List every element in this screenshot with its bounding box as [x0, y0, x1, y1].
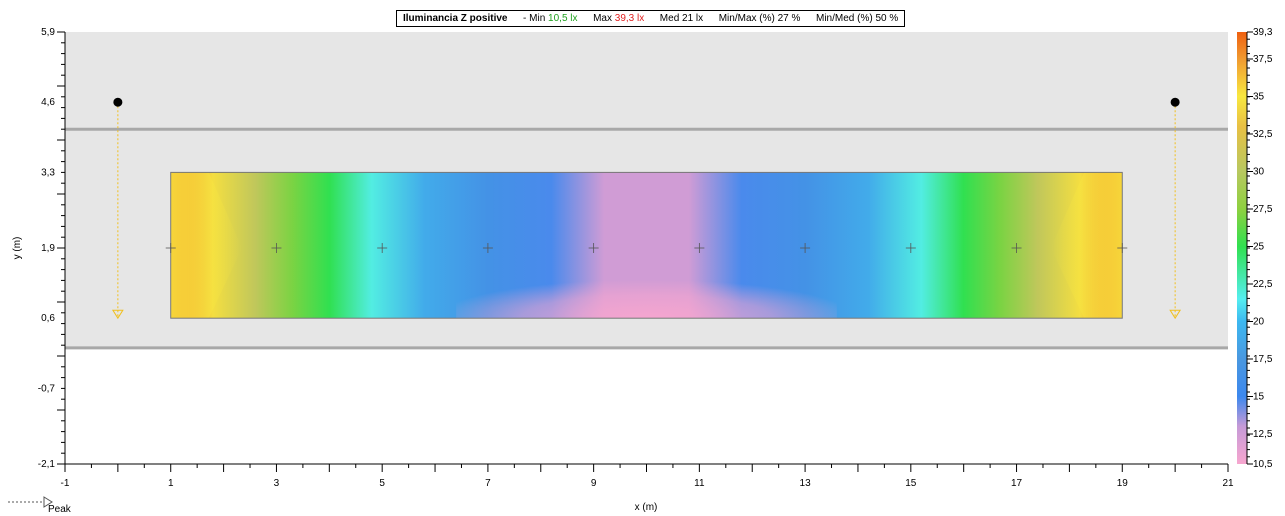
colorbar-tick-label: 10,5 [1253, 459, 1273, 470]
peak-legend-arrow-icon [43, 496, 53, 508]
chart-title: Iluminancia Z positive [403, 13, 508, 24]
x-tick-label: 3 [274, 478, 280, 489]
med-value: 21 lx [682, 13, 704, 24]
x-tick-label: 11 [694, 478, 705, 489]
min-value: 10,5 lx [548, 13, 578, 24]
colorbar-tick-label: 15 [1253, 392, 1265, 403]
x-tick-label: 17 [1011, 478, 1023, 489]
y-tick-label: 0,6 [41, 313, 55, 324]
colorbar-tick-label: 22,5 [1253, 279, 1273, 290]
aim-arrow-icon [1169, 309, 1182, 320]
x-axis-title: x (m) [635, 502, 658, 513]
calc-point-4 [588, 243, 599, 253]
x-tick-label: 19 [1117, 478, 1129, 489]
calc-point-5 [694, 243, 705, 253]
calc-point-6 [800, 243, 811, 253]
colorbar-tick-label: 30 [1253, 167, 1265, 178]
colorbar-tick-label: 27,5 [1253, 204, 1273, 215]
luminaire-dot-icon [1170, 97, 1180, 107]
colorbar-tick-label: 32,5 [1253, 129, 1273, 140]
colorbar-tick-label: 20 [1253, 317, 1265, 328]
x-tick-label: 13 [800, 478, 812, 489]
colorbar-tick-label: 17,5 [1253, 354, 1273, 365]
peak-label: Peak [48, 504, 71, 515]
y-tick-label: -0,7 [38, 383, 56, 394]
min-max-value: 27 % [777, 13, 801, 24]
y-tick-label: 1,9 [41, 243, 55, 254]
luminaire-dot-icon [113, 97, 123, 107]
min-label: - Min [523, 13, 546, 24]
x-tick-label: 5 [379, 478, 385, 489]
heatmap-right-peak-zone [1050, 172, 1123, 319]
y-tick-label: 5,9 [41, 27, 55, 38]
colorbar-tick-label: 35 [1253, 92, 1265, 103]
max-value: 39,3 lx [614, 13, 645, 24]
y-tick-label: 4,6 [41, 97, 55, 108]
colorbar-tick-label: 12,5 [1253, 429, 1273, 440]
max-label: Max [593, 13, 612, 24]
colorbar-tick-label: 37,5 [1253, 54, 1273, 65]
x-tick-label: 9 [591, 478, 597, 489]
calc-point-3 [482, 243, 493, 253]
x-tick-label: 15 [905, 478, 917, 489]
x-tick-label: 1 [168, 478, 174, 489]
min-med-value: 50 % [875, 13, 899, 24]
calc-point-7 [905, 243, 916, 253]
calc-point-0 [165, 243, 176, 253]
med-label: Med [659, 13, 680, 24]
x-tick-label: -1 [61, 478, 70, 489]
calc-point-2 [377, 243, 388, 253]
calc-point-1 [271, 243, 282, 253]
calc-point-8 [1011, 243, 1022, 253]
colorbar [1237, 32, 1247, 464]
luminaire-0 [111, 97, 124, 320]
y-tick-label: -2,1 [38, 459, 56, 470]
calc-point-9 [1117, 243, 1128, 253]
peak-legend: Peak [8, 496, 98, 516]
heatmap-low-zone [456, 248, 837, 319]
heatmap-left-peak-zone [170, 172, 243, 319]
x-tick-label: 21 [1222, 478, 1234, 489]
luminaire-1 [1169, 97, 1182, 320]
colorbar-tick-label: 25 [1253, 242, 1265, 253]
min-med-label: Min/Med (%) [815, 13, 873, 24]
y-axis-title: y (m) [12, 237, 23, 260]
x-tick-label: 7 [485, 478, 491, 489]
min-max-label: Min/Max (%) [718, 13, 775, 24]
y-tick-label: 3,3 [41, 167, 55, 178]
aim-arrow-icon [111, 309, 124, 320]
colorbar-tick-label: 39,3 [1253, 27, 1273, 38]
chart-title-box: Iluminancia Z positive - Min 10,5 lx Max… [396, 10, 906, 27]
